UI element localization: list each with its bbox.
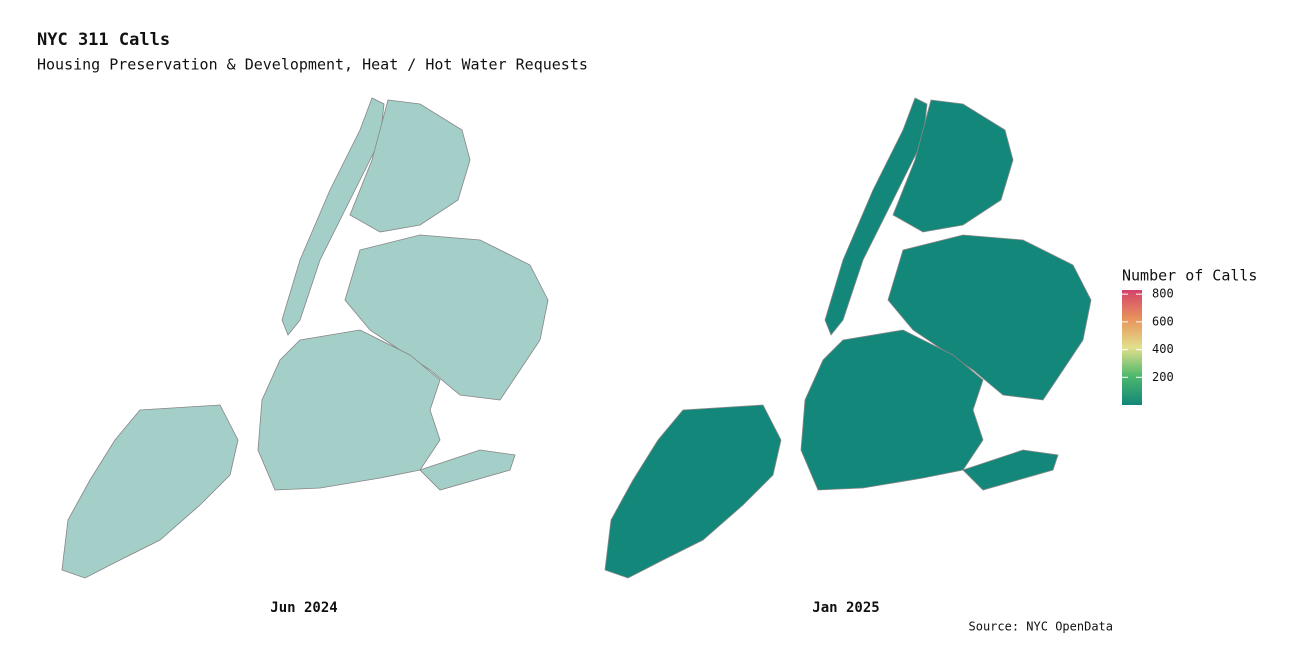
title: NYC 311 Calls [37, 30, 170, 50]
map-jun-2024 [61, 97, 549, 579]
legend-title: Number of Calls [1122, 267, 1257, 285]
panel-label: Jan 2025 [812, 600, 879, 616]
legend-tick-label: 200 [1152, 370, 1174, 384]
legend-tick-label: 800 [1152, 287, 1174, 301]
legend-tick-label: 400 [1152, 342, 1174, 356]
subtitle: Housing Preservation & Development, Heat… [37, 56, 588, 74]
legend-tick-label: 600 [1152, 314, 1174, 328]
source: Source: NYC OpenData [969, 620, 1114, 634]
map-jan-2025 [604, 97, 1092, 579]
colorbar [1122, 290, 1142, 405]
panel-label: Jun 2024 [270, 600, 337, 616]
